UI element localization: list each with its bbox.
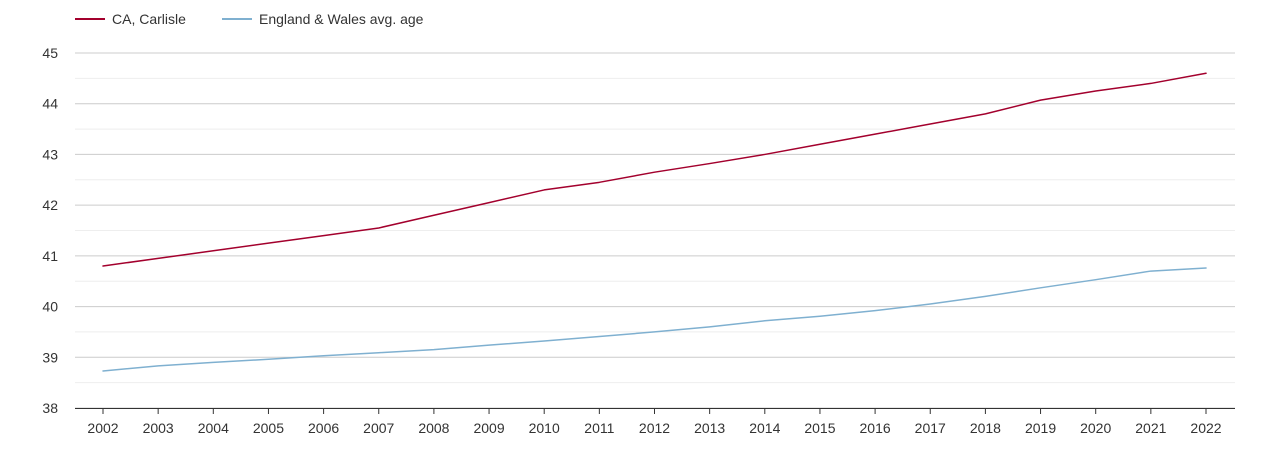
x-tick-label: 2015 — [804, 420, 835, 436]
legend-label: England & Wales avg. age — [259, 11, 424, 27]
axes: 38 39 40 41 42 43 44 45 2002 2003 2004 2005 2006 2007… — [42, 45, 1235, 436]
series-lines — [102, 72, 1207, 372]
x-tick-label: 2009 — [473, 420, 504, 436]
legend: CA, Carlisle England & Wales avg. age — [75, 11, 424, 27]
y-tick-label: 45 — [42, 45, 58, 61]
y-tick-label: 42 — [42, 197, 58, 213]
x-tick-label: 2022 — [1190, 420, 1221, 436]
x-tick-label: 2018 — [970, 420, 1001, 436]
x-tick-label: 2020 — [1080, 420, 1111, 436]
x-tick-label: 2003 — [143, 420, 174, 436]
x-tick-label: 2021 — [1135, 420, 1166, 436]
x-tick-label: 2016 — [860, 420, 891, 436]
x-tick-label: 2005 — [253, 420, 284, 436]
x-tick-label: 2002 — [87, 420, 118, 436]
legend-label: CA, Carlisle — [112, 11, 186, 27]
x-tick-label: 2019 — [1025, 420, 1056, 436]
x-tick-label: 2013 — [694, 420, 725, 436]
y-tick-label: 40 — [42, 299, 58, 315]
y-tick-label: 41 — [42, 248, 58, 264]
grid-lines — [75, 52, 1235, 409]
x-tick-label: 2006 — [308, 420, 339, 436]
y-tick-label: 38 — [42, 400, 58, 416]
x-tick-label: 2017 — [915, 420, 946, 436]
x-tick-label: 2010 — [529, 420, 560, 436]
x-tick-label: 2011 — [584, 420, 614, 436]
x-tick-label: 2007 — [363, 420, 394, 436]
y-tick-label: 43 — [42, 146, 58, 162]
x-tick-label: 2008 — [418, 420, 449, 436]
x-tick-label: 2014 — [749, 420, 780, 436]
x-tick-label: 2004 — [198, 420, 229, 436]
y-tick-label: 44 — [42, 96, 58, 112]
y-tick-label: 39 — [42, 349, 58, 365]
series-line-2 — [102, 267, 1207, 372]
series-line-1 — [102, 72, 1207, 267]
x-tick-label: 2012 — [639, 420, 670, 436]
